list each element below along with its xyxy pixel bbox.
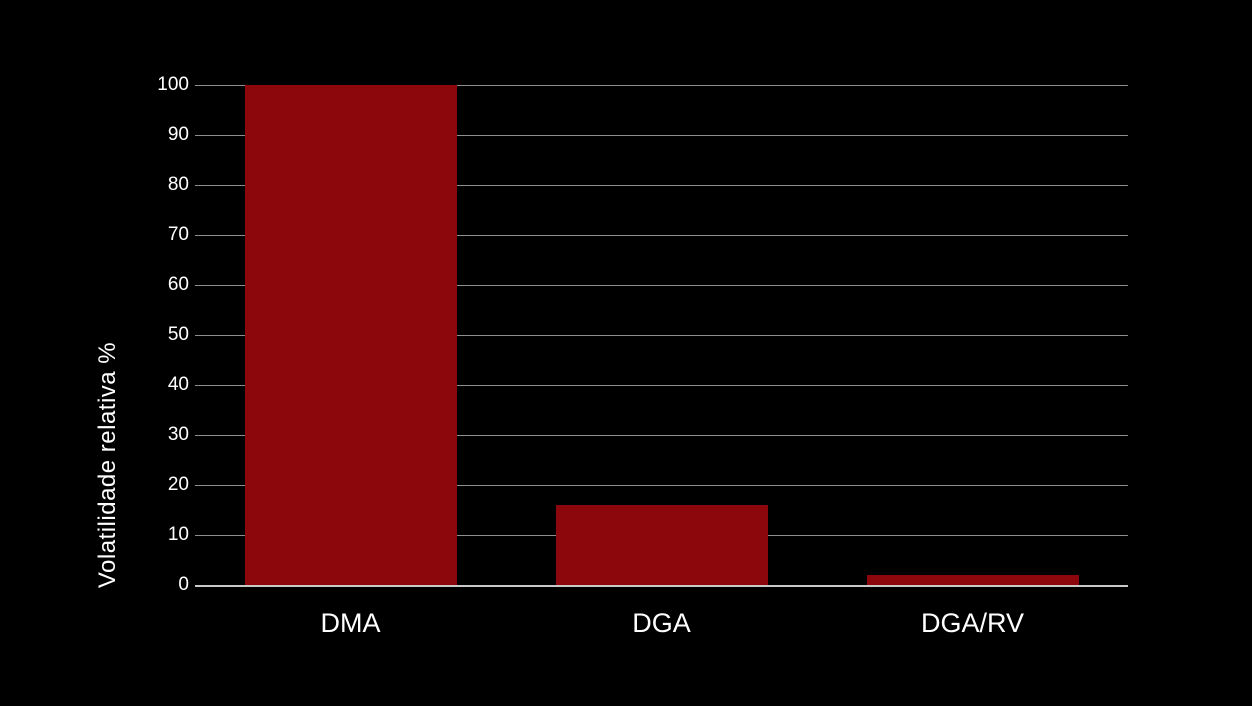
y-tick-label: 50 [167, 324, 189, 345]
gridline [195, 235, 1128, 236]
bar-dga [555, 505, 768, 585]
y-tick-label: 20 [167, 474, 189, 495]
y-tick-label: 30 [167, 424, 189, 445]
gridline [195, 335, 1128, 336]
x-category-label: DMA [320, 608, 381, 638]
gridline [195, 285, 1128, 286]
y-tick-label: 70 [167, 224, 189, 245]
y-tick-label: 0 [178, 574, 189, 595]
y-axis-title: Volatilidade relativa % [94, 341, 121, 589]
bar-chart-plot-area [195, 85, 1128, 587]
y-tick-label: 40 [167, 374, 189, 395]
gridline [195, 435, 1128, 436]
y-tick-label: 90 [167, 124, 189, 145]
gridline [195, 385, 1128, 386]
gridline [195, 185, 1128, 186]
x-category-label: DGA/RV [920, 608, 1025, 638]
y-tick-label: 80 [167, 174, 189, 195]
y-tick-label: 10 [167, 524, 189, 545]
gridline [195, 485, 1128, 486]
y-tick-label: 60 [167, 274, 189, 295]
gridline [195, 135, 1128, 136]
bar-dma [244, 85, 457, 585]
gridline [195, 85, 1128, 86]
y-tick-label: 100 [157, 74, 189, 95]
bar-dga-rv [866, 575, 1079, 585]
x-category-label: DGA [632, 608, 691, 638]
x-axis-line [195, 585, 1128, 587]
